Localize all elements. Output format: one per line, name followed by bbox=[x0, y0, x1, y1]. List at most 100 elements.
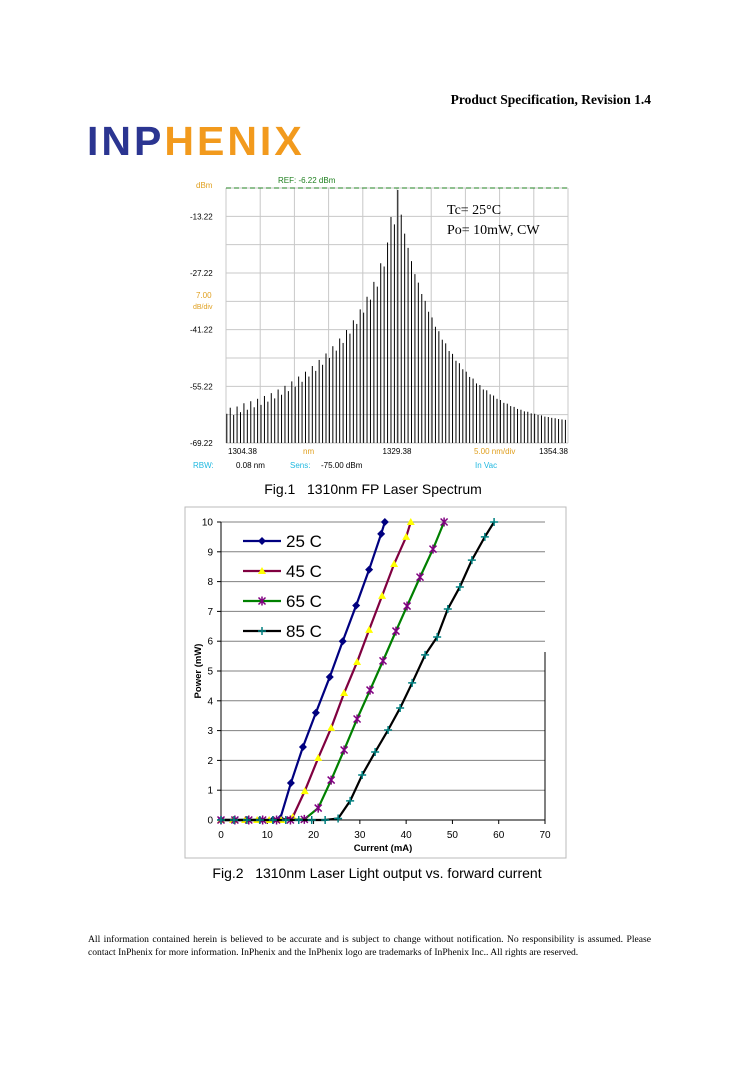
logo-part: HENIX bbox=[164, 118, 304, 164]
annotation: Tc= 25°C bbox=[447, 203, 501, 218]
y-tick-label: 5 bbox=[207, 667, 213, 678]
data-point bbox=[390, 560, 399, 568]
data-point bbox=[257, 596, 267, 606]
annotation: Po= 10mW, CW bbox=[447, 223, 540, 238]
logo: INPHENIX bbox=[87, 118, 305, 164]
data-point bbox=[258, 537, 266, 545]
data-point bbox=[415, 572, 425, 582]
data-point bbox=[378, 656, 388, 666]
x-tick-label: 30 bbox=[354, 830, 366, 841]
data-point bbox=[268, 816, 277, 824]
data-point bbox=[340, 689, 349, 697]
data-point bbox=[258, 627, 266, 635]
y-tick-label: 4 bbox=[207, 696, 213, 707]
data-point bbox=[403, 601, 412, 611]
data-point bbox=[384, 726, 393, 735]
legend-label: 85 C bbox=[286, 622, 322, 641]
x-tick-label: 60 bbox=[493, 830, 505, 841]
data-point bbox=[378, 591, 387, 599]
x-tick-label: 20 bbox=[308, 830, 320, 841]
figure-caption: Fig.1 1310nm FP Laser Spectrum bbox=[264, 481, 482, 497]
y-division: 7.00 bbox=[196, 291, 212, 300]
data-point bbox=[371, 748, 380, 757]
data-point bbox=[298, 742, 307, 751]
info-label: RBW: bbox=[193, 461, 214, 470]
data-point bbox=[377, 529, 386, 538]
data-point bbox=[314, 754, 323, 762]
data-point bbox=[467, 556, 476, 565]
data-point bbox=[346, 796, 355, 805]
y-division-unit: dB/div bbox=[193, 304, 213, 311]
y-tick-label: 7 bbox=[207, 607, 213, 618]
y-tick-label: -41.22 bbox=[190, 326, 213, 335]
y-tick-label: -13.22 bbox=[190, 212, 213, 221]
data-point bbox=[286, 779, 295, 788]
data-point bbox=[338, 637, 347, 646]
logo-part: INP bbox=[87, 118, 164, 164]
y-tick-label: 10 bbox=[202, 518, 214, 529]
y-tick-label: 1 bbox=[207, 786, 213, 797]
data-point bbox=[217, 816, 225, 824]
y-tick-label: -69.22 bbox=[190, 439, 213, 448]
legend-label: 65 C bbox=[286, 592, 322, 611]
y-tick-label: -55.22 bbox=[190, 382, 213, 391]
data-point bbox=[300, 787, 309, 795]
x-tick-label: 1329.38 bbox=[383, 447, 412, 456]
data-point bbox=[396, 703, 405, 712]
data-point bbox=[408, 678, 417, 687]
data-point bbox=[433, 633, 442, 642]
footer-text: All information contained herein is beli… bbox=[88, 934, 651, 958]
data-point bbox=[255, 816, 264, 824]
x-tick-label: 0 bbox=[218, 830, 224, 841]
data-point bbox=[480, 532, 489, 541]
y-tick-label: 3 bbox=[207, 726, 213, 737]
data-point bbox=[340, 745, 349, 755]
data-point bbox=[321, 816, 330, 824]
data-point bbox=[365, 565, 374, 574]
data-point bbox=[366, 685, 375, 695]
data-point bbox=[352, 601, 361, 610]
header-title: Product Specification, Revision 1.4 bbox=[451, 92, 652, 107]
data-point bbox=[421, 650, 430, 659]
data-point bbox=[402, 532, 411, 540]
data-point bbox=[327, 775, 336, 785]
y-tick-label: 9 bbox=[207, 547, 213, 558]
data-point bbox=[281, 816, 290, 824]
x-tick-label: 1354.38 bbox=[539, 447, 568, 456]
data-point bbox=[311, 708, 320, 717]
data-point bbox=[353, 714, 362, 724]
x-tick-label: 50 bbox=[447, 830, 459, 841]
data-point bbox=[229, 816, 238, 824]
y-axis-unit: dBm bbox=[196, 181, 213, 190]
info-label: Sens: bbox=[290, 461, 310, 470]
legend-label: 25 C bbox=[286, 532, 322, 551]
data-point bbox=[455, 582, 464, 591]
y-axis-title: Power (mW) bbox=[193, 644, 204, 699]
data-point bbox=[440, 517, 449, 527]
y-tick-label: 2 bbox=[207, 756, 213, 767]
data-point bbox=[490, 518, 499, 526]
data-point bbox=[391, 626, 400, 636]
y-tick-label: 0 bbox=[207, 816, 213, 827]
figure-caption: Fig.2 1310nm Laser Light output vs. forw… bbox=[212, 865, 541, 881]
data-point bbox=[327, 723, 336, 731]
y-tick-label: 8 bbox=[207, 577, 213, 588]
info-label: In Vac bbox=[475, 461, 497, 470]
chart-frame bbox=[184, 506, 567, 859]
data-point bbox=[406, 518, 415, 525]
data-point bbox=[325, 672, 334, 681]
data-point bbox=[358, 771, 367, 780]
data-point bbox=[307, 816, 316, 824]
data-point bbox=[365, 625, 374, 633]
x-axis-title: Current (mA) bbox=[354, 843, 413, 854]
data-point bbox=[353, 658, 362, 666]
data-point bbox=[314, 803, 323, 813]
info-label: -75.00 dBm bbox=[321, 461, 363, 470]
x-axis-unit: nm bbox=[303, 447, 314, 456]
data-point bbox=[334, 814, 343, 823]
x-tick-label: 40 bbox=[401, 830, 413, 841]
data-point bbox=[428, 544, 438, 554]
x-division: 5.00 nm/div bbox=[474, 447, 515, 456]
x-tick-label: 70 bbox=[539, 830, 551, 841]
